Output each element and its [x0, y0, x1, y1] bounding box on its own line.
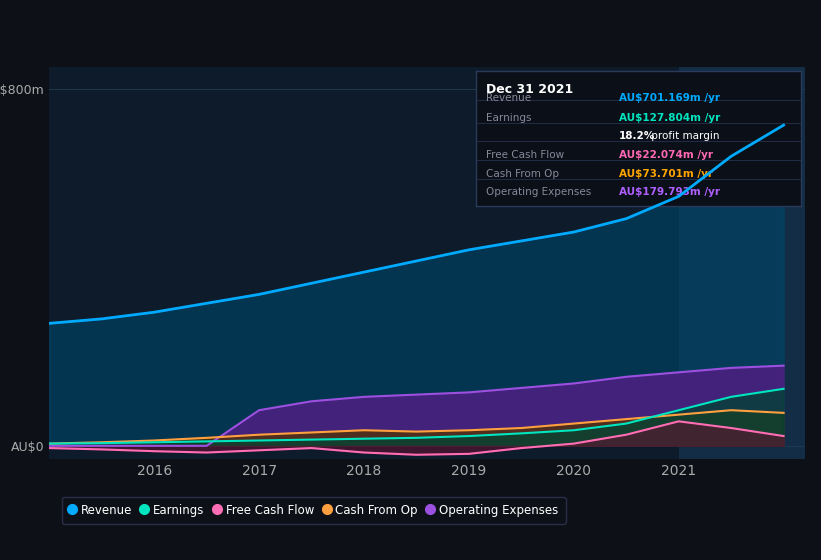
- Legend: Revenue, Earnings, Free Cash Flow, Cash From Op, Operating Expenses: Revenue, Earnings, Free Cash Flow, Cash …: [62, 497, 566, 524]
- Bar: [679, 67, 805, 459]
